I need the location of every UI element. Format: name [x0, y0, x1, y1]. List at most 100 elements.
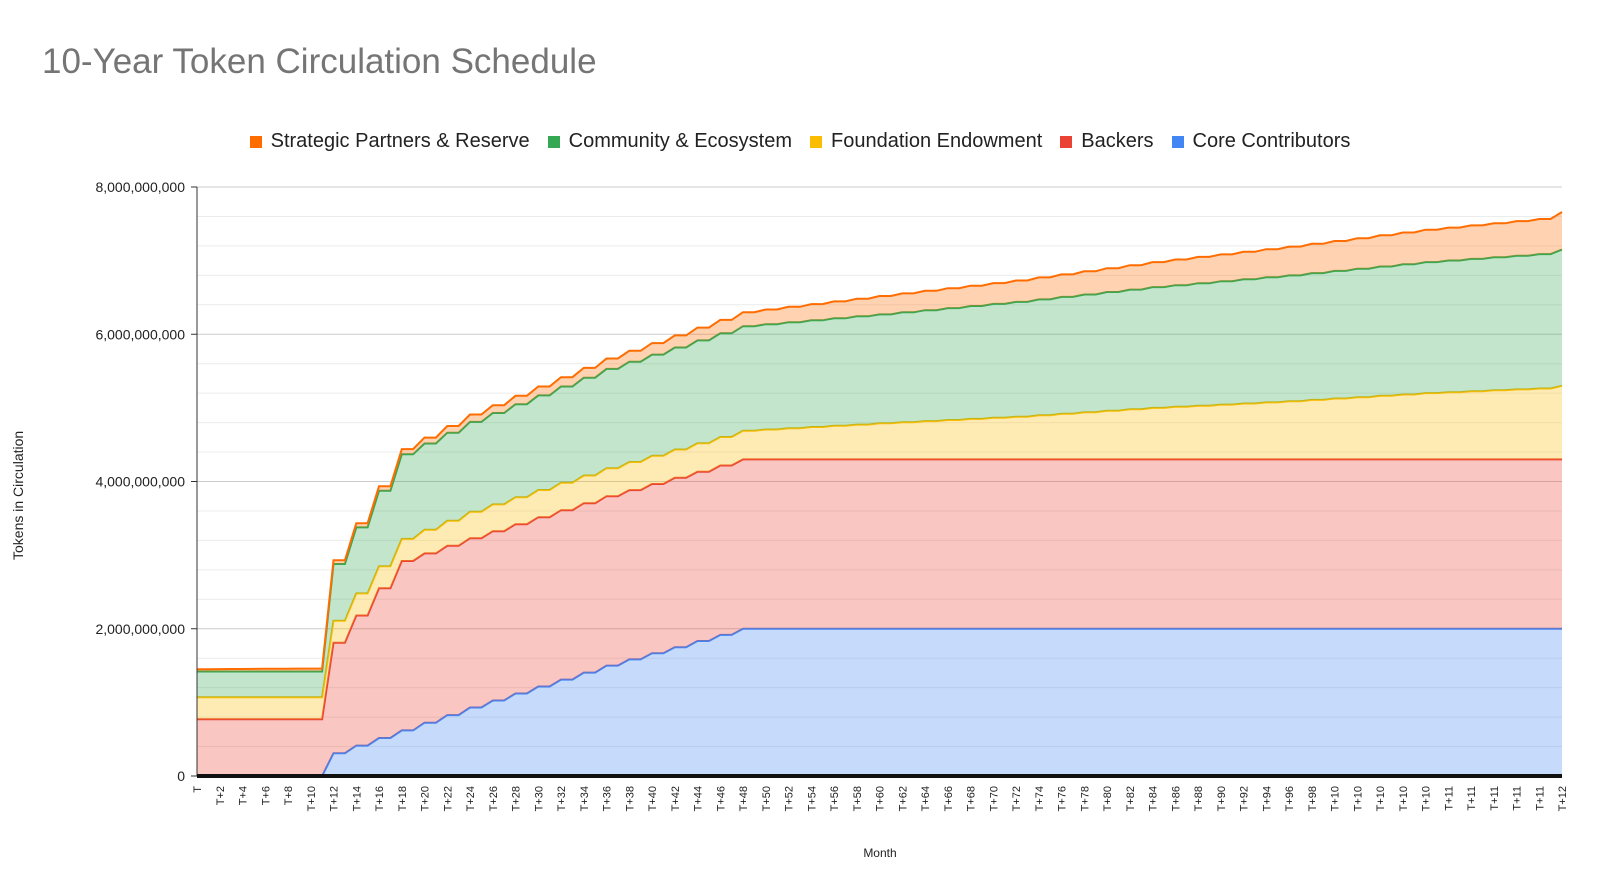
x-tick-label: T+4	[238, 786, 250, 805]
x-tick-label: T+10	[1352, 786, 1364, 811]
x-tick-label: T+82	[1125, 786, 1137, 811]
x-tick-label: T+24	[465, 786, 477, 811]
x-tick-label: T+46	[715, 786, 727, 811]
x-tick-label: T+34	[579, 786, 591, 811]
x-tick-label: T+11	[1489, 786, 1501, 811]
x-tick-label: T+72	[1011, 786, 1023, 811]
legend-swatch-backers	[1060, 135, 1073, 148]
x-tick-label: T+10	[1421, 786, 1433, 811]
x-tick-label: T+8	[283, 786, 295, 805]
x-tick-label: T+22	[442, 786, 454, 811]
x-tick-label: T+84	[1148, 786, 1160, 811]
x-tick-label: T+40	[647, 786, 659, 811]
x-tick-label: T+70	[988, 786, 1000, 811]
area-community-ecosystem	[197, 249, 1562, 698]
chart-legend: Strategic Partners & Reserve Community &…	[0, 130, 1600, 153]
stacked-areas	[197, 211, 1563, 777]
x-tick-label: T+30	[533, 786, 545, 811]
chart-title: 10-Year Token Circulation Schedule	[42, 42, 597, 81]
y-tick-label: 2,000,000,000	[95, 621, 185, 637]
area-core-contributors	[197, 628, 1562, 776]
x-tick-label: T+44	[693, 786, 705, 811]
x-tick-label: T+50	[761, 786, 773, 811]
x-tick-label: T+68	[966, 786, 978, 811]
line-foundation-endowment	[197, 384, 1563, 699]
x-tick-label: T+64	[920, 786, 932, 811]
x-tick-label: T+90	[1216, 786, 1228, 811]
x-tick-label: T+54	[806, 786, 818, 811]
x-tick-label: T+92	[1239, 786, 1251, 811]
x-tick-label: T+12	[1557, 786, 1569, 811]
legend-item-strategic-partners[interactable]: Strategic Partners & Reserve	[249, 130, 530, 153]
x-tick-label: T+96	[1284, 786, 1296, 811]
x-tick-label: T+11	[1512, 786, 1524, 811]
x-tick-label: T+32	[556, 786, 568, 811]
y-tick-label: 4,000,000,000	[95, 474, 185, 490]
x-tick-label: T+2	[215, 786, 227, 805]
line-strategic-partners-reserve	[197, 211, 1563, 671]
x-tick-label: T+74	[1034, 786, 1046, 811]
area-strategic-partners-reserve	[197, 212, 1562, 672]
x-tick-label: T+18	[397, 786, 409, 811]
y-tick-label: 0	[177, 768, 185, 784]
y-tick-labels: 0 2,000,000,000 4,000,000,000 6,000,000,000…	[95, 179, 197, 784]
legend-swatch-foundation-endowment	[810, 135, 823, 148]
legend-label-foundation-endowment: Foundation Endowment	[831, 130, 1043, 152]
x-tick-label: T+86	[1170, 786, 1182, 811]
y-tick-label: 8,000,000,000	[95, 179, 185, 195]
x-tick-label: T+38	[624, 786, 636, 811]
x-tick-label: T+6	[260, 786, 272, 805]
legend-label-core-contributors: Core Contributors	[1192, 130, 1351, 152]
legend-swatch-strategic-partners	[249, 135, 262, 148]
legend-item-community-ecosystem[interactable]: Community & Ecosystem	[547, 130, 793, 153]
x-tick-label: T+11	[1534, 786, 1546, 811]
legend-item-backers[interactable]: Backers	[1060, 130, 1154, 153]
x-tick-label: T+10	[1398, 786, 1410, 811]
line-backers	[197, 458, 1562, 721]
x-tick-label: T+26	[488, 786, 500, 811]
line-core-contributors	[197, 627, 1562, 777]
x-tick-labels: T T+2 T+4 T+6 T+8 T+10 T+12 T+14 T+16 T+18 T+20 T+2…	[192, 786, 1569, 812]
legend-label-backers: Backers	[1081, 130, 1154, 152]
x-axis-label: Month	[863, 846, 897, 860]
x-tick-label: T+10	[1375, 786, 1387, 811]
y-axis-label: Tokens in Circulation	[10, 430, 26, 560]
x-tick-label: T	[192, 786, 204, 793]
legend-item-foundation-endowment[interactable]: Foundation Endowment	[810, 130, 1042, 153]
x-tick-label: T+76	[1057, 786, 1069, 811]
x-tick-label: T+12	[329, 786, 341, 811]
x-tick-label: T+11	[1443, 786, 1455, 811]
x-tick-label: T+11	[1466, 786, 1478, 811]
x-tick-label: T+42	[670, 786, 682, 811]
grid-lines	[197, 186, 1562, 777]
x-tick-label: T+52	[784, 786, 796, 811]
x-tick-label: T+62	[897, 786, 909, 811]
x-tick-label: T+28	[511, 786, 523, 811]
x-tick-label: T+56	[829, 786, 841, 811]
legend-swatch-core-contributors	[1171, 135, 1184, 148]
x-tick-label: T+94	[1261, 786, 1273, 811]
legend-label-community-ecosystem: Community & Ecosystem	[568, 130, 793, 152]
x-tick-label: T+88	[1193, 786, 1205, 811]
x-tick-label: T+16	[374, 786, 386, 811]
x-tick-label: T+80	[1102, 786, 1114, 811]
x-tick-label: T+36	[602, 786, 614, 811]
x-tick-label: T+10	[1330, 786, 1342, 811]
area-foundation-endowment	[197, 385, 1562, 720]
legend-label-strategic-partners: Strategic Partners & Reserve	[270, 130, 530, 152]
legend-swatch-community-ecosystem	[547, 135, 560, 148]
x-tick-label: T+98	[1307, 786, 1319, 811]
legend-item-core-contributors[interactable]: Core Contributors	[1171, 130, 1351, 153]
x-tick-label: T+60	[875, 786, 887, 811]
x-tick-label: T+10	[306, 786, 318, 811]
y-tick-label: 6,000,000,000	[95, 326, 185, 342]
x-tick-label: T+48	[738, 786, 750, 811]
line-community-ecosystem	[197, 248, 1563, 673]
x-tick-label: T+66	[943, 786, 955, 811]
area-backers	[197, 459, 1562, 776]
x-tick-label: T+14	[351, 786, 363, 811]
x-tick-label: T+20	[420, 786, 432, 811]
x-tick-label: T+58	[852, 786, 864, 811]
x-tick-label: T+78	[1079, 786, 1091, 811]
